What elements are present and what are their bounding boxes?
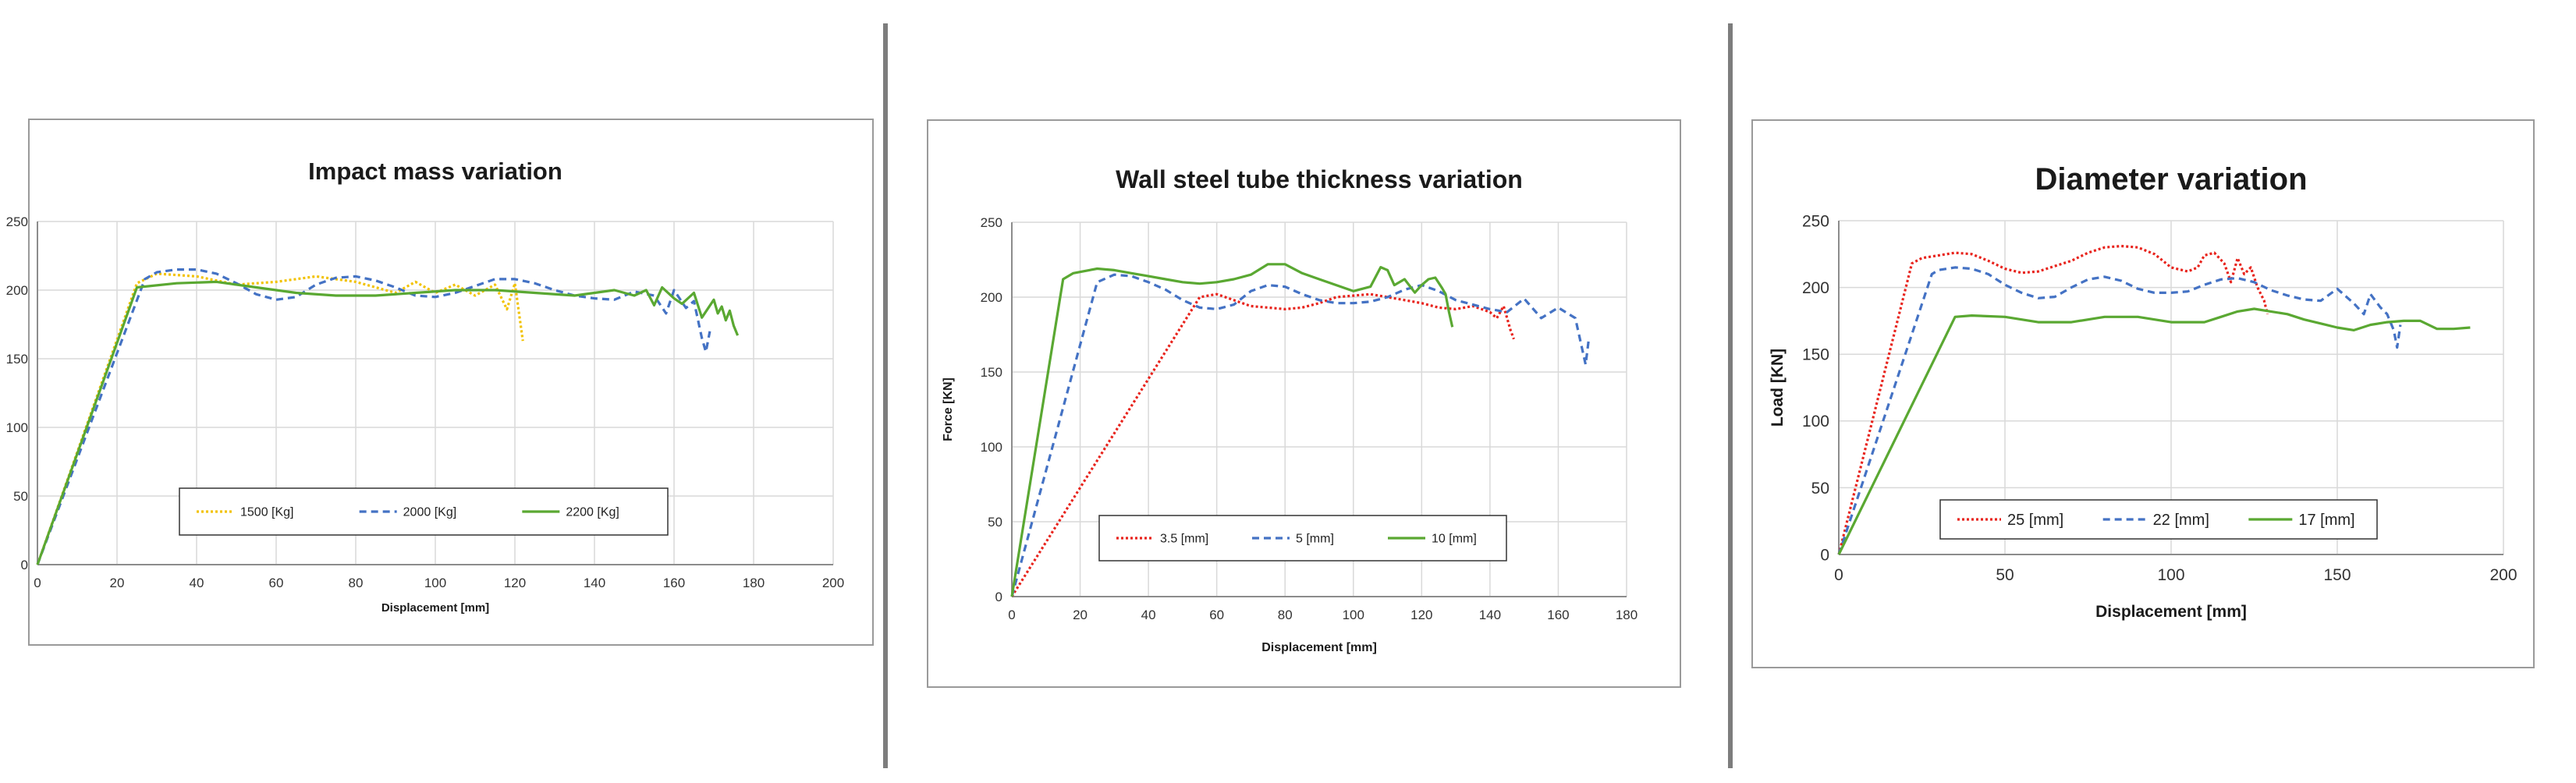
y-tick-label: 200 xyxy=(1802,279,1829,297)
series-line-17-mm xyxy=(1837,307,2471,555)
chart-panel-wall-thickness: Wall steel tube thickness variation 0 50 10… xyxy=(927,119,1681,688)
panel-divider-right xyxy=(1728,23,1733,768)
x-tick-label: 20 xyxy=(110,576,125,590)
x-axis-label: Displacement [mm] xyxy=(2095,603,2247,621)
x-tick-label: 160 xyxy=(663,576,685,590)
y-axis-label: Force [KN] xyxy=(942,377,955,441)
chart-title: Wall steel tube thickness variation xyxy=(1116,165,1523,193)
legend-box xyxy=(1939,499,2378,540)
legend-label-10-mm: 10 [mm] xyxy=(1432,533,1477,546)
y-tick-label: 100 xyxy=(981,440,1002,455)
x-tick-label: 0 xyxy=(34,576,41,590)
series-line-2200-kg xyxy=(36,280,740,565)
legend-label-17-mm: 17 [mm] xyxy=(2298,512,2354,529)
y-tick-label: 150 xyxy=(981,365,1002,380)
legend-label-5-mm: 5 [mm] xyxy=(1296,533,1334,546)
chart-panel-impact-mass: Impact mass variation 0 50 100 150 200 250 0 20 4… xyxy=(6,119,874,646)
x-tick-label: 200 xyxy=(822,576,844,590)
series-line-22-mm xyxy=(1837,266,2402,555)
y-tick-label: 250 xyxy=(1802,212,1829,230)
x-tick-label: 0 xyxy=(1008,608,1015,622)
chart-title: Impact mass variation xyxy=(308,158,562,185)
x-tick-label: 80 xyxy=(1278,608,1293,622)
series-line-2000-kg xyxy=(36,268,711,565)
x-tick-label: 160 xyxy=(1547,608,1569,622)
legend-label-1500-kg: 1500 [Kg] xyxy=(240,506,294,519)
x-tick-label: 60 xyxy=(1209,608,1224,622)
chart-panel-diameter: Diameter variation 0 50 100 150 200 250 0 50 100 1… xyxy=(1751,119,2535,668)
y-tick-label: 150 xyxy=(6,352,28,367)
legend-label-3-5-mm: 3.5 [mm] xyxy=(1160,533,1208,546)
x-tick-label: 180 xyxy=(1616,608,1637,622)
x-tick-label: 140 xyxy=(1479,608,1501,622)
panel-divider-left xyxy=(883,23,888,768)
x-tick-label: 180 xyxy=(743,576,765,590)
y-tick-label: 0 xyxy=(995,590,1002,604)
series-line-25-mm xyxy=(1837,244,2269,555)
y-tick-label: 50 xyxy=(13,489,28,504)
x-tick-label: 100 xyxy=(2157,566,2184,584)
y-tick-label: 150 xyxy=(1802,346,1829,364)
x-tick-label: 100 xyxy=(1343,608,1364,622)
x-tick-label: 0 xyxy=(1834,566,1843,584)
y-tick-label: 200 xyxy=(981,290,1002,305)
legend-label-25-mm: 25 [mm] xyxy=(2007,512,2063,529)
y-axis-label: Load [KN] xyxy=(1769,349,1787,427)
x-tick-label: 200 xyxy=(2489,566,2517,584)
y-tick-label: 0 xyxy=(21,558,28,572)
x-tick-label: 80 xyxy=(349,576,364,590)
chart-svg-impact-mass: Impact mass variation 0 50 100 150 200 250 0 20 4… xyxy=(6,158,845,615)
y-tick-label: 250 xyxy=(981,215,1002,230)
y-tick-label: 100 xyxy=(1802,413,1829,430)
x-tick-label: 120 xyxy=(504,576,526,590)
y-tick-label: 0 xyxy=(1820,546,1829,564)
x-tick-label: 60 xyxy=(269,576,284,590)
legend-box xyxy=(1098,515,1507,562)
chart-svg-wall-thickness: Wall steel tube thickness variation 0 50 10… xyxy=(942,165,1637,654)
series-line-10-mm xyxy=(1010,263,1454,597)
x-tick-label: 140 xyxy=(584,576,605,590)
legend-label-22-mm: 22 [mm] xyxy=(2153,512,2209,529)
x-tick-label: 100 xyxy=(424,576,446,590)
legend-label-2200-kg: 2200 [Kg] xyxy=(566,506,619,519)
x-tick-label: 50 xyxy=(1996,566,2014,584)
legend-box xyxy=(179,487,669,536)
y-tick-label: 100 xyxy=(6,420,28,435)
x-tick-label: 40 xyxy=(190,576,204,590)
y-tick-label: 200 xyxy=(6,283,28,298)
chart-svg-diameter: Diameter variation 0 50 100 150 200 250 0 50 100 1… xyxy=(1769,162,2517,621)
series-line-1500-kg xyxy=(36,272,524,565)
x-axis-label: Displacement [mm] xyxy=(1261,641,1377,654)
legend-label-2000-kg: 2000 [Kg] xyxy=(403,506,457,519)
series-line-5-mm xyxy=(1010,273,1591,597)
x-tick-label: 40 xyxy=(1141,608,1156,622)
x-axis-label: Displacement [mm] xyxy=(381,601,489,615)
y-tick-label: 50 xyxy=(1811,480,1829,498)
chart-title: Diameter variation xyxy=(2035,162,2307,197)
x-tick-label: 150 xyxy=(2323,566,2351,584)
x-tick-label: 120 xyxy=(1410,608,1432,622)
y-tick-label: 50 xyxy=(988,515,1002,530)
y-tick-label: 250 xyxy=(6,214,28,229)
x-tick-label: 20 xyxy=(1073,608,1088,622)
